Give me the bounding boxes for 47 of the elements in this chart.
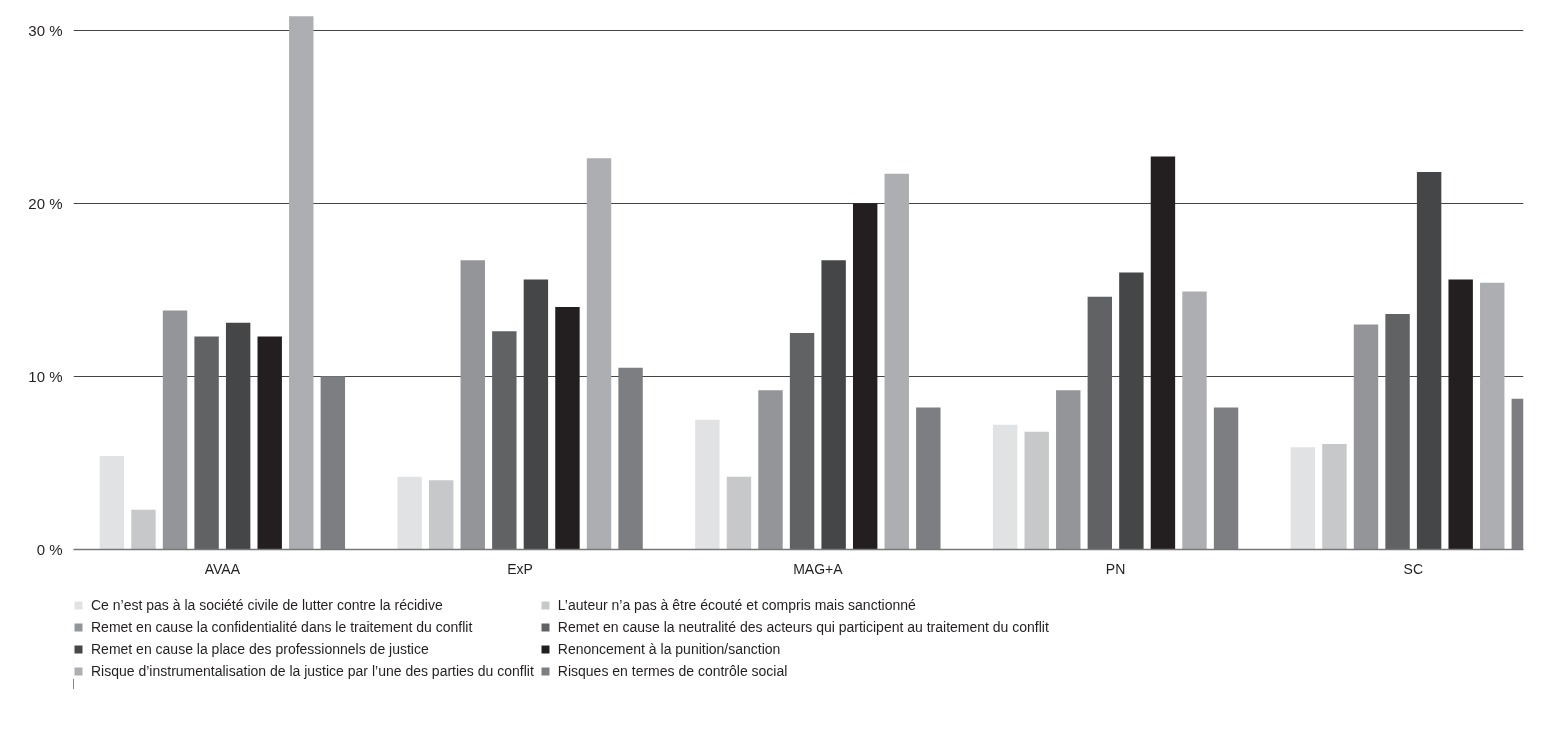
bar [586, 158, 612, 550]
legend-label: Remet en cause la confidentialité dans le traitement du conflit [91, 619, 473, 635]
bar [257, 336, 282, 550]
bar [884, 173, 909, 550]
x-tick-label: PN [1105, 560, 1126, 577]
legend-label: Risques en termes de contrôle social [557, 663, 788, 679]
bar [492, 331, 517, 550]
legend-label: Renoncement à la punition/sanction [557, 641, 781, 657]
y-tick-label: 0 % [36, 541, 63, 558]
bar [1322, 443, 1347, 550]
bar [460, 260, 485, 550]
bar [695, 419, 720, 550]
y-tick-label: 20 % [28, 194, 63, 212]
x-tick-label: ExP [507, 560, 533, 577]
y-tick-label: 30 % [28, 21, 63, 39]
bar [162, 310, 188, 550]
bar [726, 476, 752, 550]
bar [1448, 279, 1473, 550]
bar [1182, 291, 1207, 550]
bar [1024, 431, 1049, 550]
y-tick-label: 10 % [28, 367, 63, 385]
bar [1056, 390, 1081, 550]
legend-label: Remet en cause la neutralité des acteurs qui participent au traitement du conflit [557, 619, 1049, 635]
bar [1385, 314, 1410, 550]
bar [758, 390, 783, 550]
bar [1150, 156, 1176, 550]
bar [289, 16, 314, 550]
bar [992, 424, 1018, 550]
bar [852, 203, 878, 550]
legend-label: Risque d’instrumentalisation de la justice par l’une des parties du conflit [91, 663, 534, 679]
bar [1087, 296, 1113, 550]
bar [131, 509, 156, 550]
bar [1353, 324, 1379, 550]
x-tick-label: SC [1403, 560, 1424, 577]
bar [397, 476, 422, 550]
legend-label: Ce n’est pas à la société civile de lutter contre la récidive [91, 597, 443, 613]
bar [194, 336, 219, 550]
bar [789, 333, 815, 550]
bar [555, 307, 580, 550]
bar [1290, 447, 1316, 550]
legend-label: L’auteur n’a pas à être écouté et compris mais sanctionné [557, 597, 916, 613]
legend-label: Remet en cause la place des professionnels de justice [91, 641, 429, 657]
bar [1480, 282, 1505, 550]
x-tick-label: AVAA [204, 560, 241, 577]
bar [429, 480, 454, 550]
bar [99, 456, 125, 550]
x-tick-label: MAG+A [793, 560, 844, 577]
